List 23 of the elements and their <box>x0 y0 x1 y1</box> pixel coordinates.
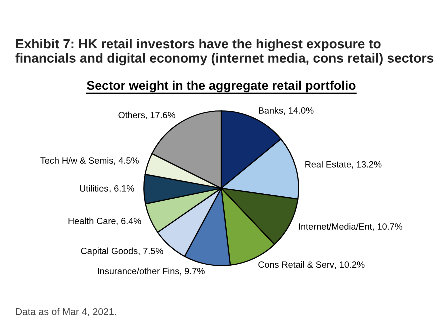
data-label: , 7.5% <box>138 248 164 256</box>
slice-label: Health Care <box>68 218 116 224</box>
slice-label: Cons Retail & Serv <box>258 261 334 268</box>
data-label: , 9.7% <box>180 268 205 276</box>
data-label: , 6.1% <box>110 185 134 193</box>
data-label: , 6.4% <box>116 218 142 226</box>
chart-subtitle: Sector weight in the aggregate retail portfolio <box>87 80 356 93</box>
slice-label: Utilities <box>80 185 108 192</box>
data-label: , 10.2% <box>335 262 365 270</box>
slice-label: Tech H/w & Semis <box>40 157 114 164</box>
slice-label: Real Estate <box>306 161 352 168</box>
slice-label: Others <box>118 112 146 119</box>
data-label: , 14.0% <box>284 108 314 115</box>
data-label: , 17.6% <box>146 112 176 120</box>
slice-label: Internet/Media/Ent <box>299 223 372 230</box>
data-label: , 10.7% <box>373 224 403 232</box>
chart-title: Exhibit 7: HK retail investors have the highest exposure to financials and digital economy (internet media, cons retail) sectors <box>16 39 434 66</box>
data-label: , 4.5% <box>114 158 139 166</box>
data-label: , 13.2% <box>352 161 382 169</box>
text: Data as of Mar 4, 2021. <box>16 308 116 316</box>
slice-label: Insurance/other Fins <box>98 268 180 275</box>
slice-label: Capital Goods <box>81 248 138 256</box>
slice-label: Banks <box>259 107 284 114</box>
